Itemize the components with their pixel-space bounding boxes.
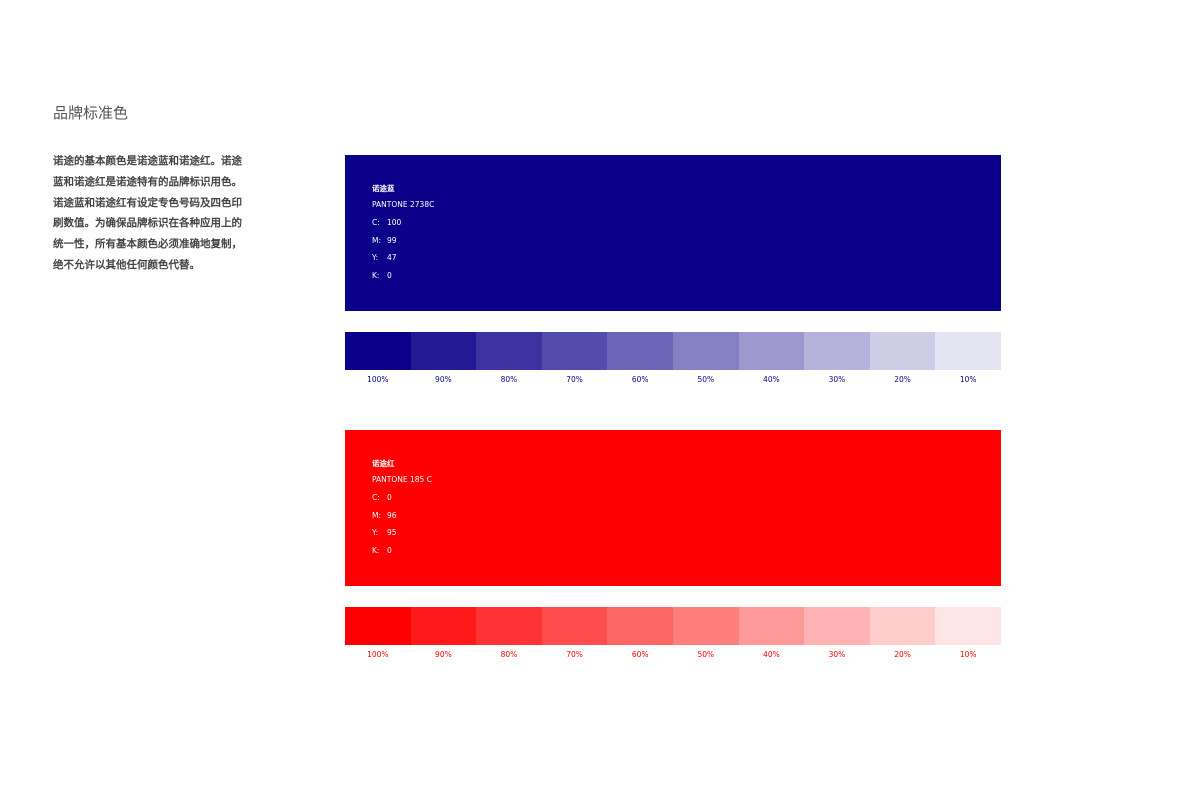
cmyk-value: 96	[387, 510, 397, 520]
tint-swatch	[607, 607, 673, 645]
tint-swatch	[738, 607, 805, 645]
cmyk-label: K:	[372, 271, 380, 281]
cmyk-label: C:	[372, 493, 380, 502]
tint-swatch	[541, 332, 608, 370]
cmyk-label: M:	[372, 235, 381, 245]
intro-line: 诺途蓝和诺途红有设定专色号码及四色印	[53, 196, 242, 209]
tint-label: 80%	[500, 375, 518, 384]
tint-swatch	[804, 332, 870, 370]
tint-label: 90%	[435, 650, 452, 659]
pantone: PANTONE 2738C	[372, 200, 435, 209]
tint-label: 30%	[828, 650, 846, 659]
tint-swatch	[410, 332, 477, 370]
tint-label: 80%	[500, 650, 518, 659]
tint-swatch	[607, 332, 673, 370]
tint-label: 70%	[566, 375, 583, 384]
cmyk-label: K:	[372, 546, 380, 556]
tint-label: 90%	[435, 375, 452, 384]
tint-swatch	[673, 332, 739, 370]
intro-line: 统一性，所有基本颜色必须准确地复制，	[53, 238, 242, 251]
tint-label: 10%	[959, 375, 977, 384]
color-block	[345, 155, 1001, 311]
color-block	[345, 430, 1001, 586]
tint-swatch	[476, 332, 542, 370]
tint-label: 20%	[894, 375, 911, 384]
tint-label: 60%	[631, 650, 649, 659]
tint-label: 40%	[763, 650, 780, 659]
color-name: 诺途蓝	[372, 184, 395, 193]
cmyk-label: C:	[372, 218, 380, 227]
cmyk-value: 0	[387, 546, 392, 556]
tint-swatch	[935, 607, 1001, 645]
cmyk-label: Y:	[372, 253, 379, 263]
tint-label: 10%	[959, 650, 977, 659]
tint-label: 20%	[894, 650, 911, 659]
tint-swatch	[541, 607, 608, 645]
tint-label: 100%	[367, 650, 389, 659]
tint-label: 40%	[763, 375, 780, 384]
cmyk-value: 100	[387, 218, 402, 227]
cmyk-value: 0	[387, 493, 392, 502]
color-name: 诺途红	[372, 459, 395, 468]
tint-label: 60%	[631, 375, 649, 384]
cmyk-value: 47	[387, 253, 397, 263]
cmyk-value: 99	[387, 235, 397, 245]
tint-swatch	[869, 332, 936, 370]
pantone: PANTONE 185 C	[372, 475, 432, 484]
tint-swatch	[345, 332, 411, 370]
tint-swatch	[869, 607, 936, 645]
tint-swatch	[935, 332, 1001, 370]
cmyk-label: Y:	[372, 528, 379, 538]
intro-line: 诺途的基本颜色是诺途蓝和诺途红。诺途	[53, 155, 242, 167]
cmyk-value: 95	[387, 528, 397, 538]
tint-swatch	[345, 607, 411, 645]
tint-swatch	[410, 607, 477, 645]
intro-line: 蓝和诺途红是诺途特有的品牌标识用色。	[53, 175, 242, 188]
tint-swatch	[804, 607, 870, 645]
tint-swatch	[673, 607, 739, 645]
intro-line: 刷数值。为确保品牌标识在各种应用上的	[53, 217, 242, 230]
tint-swatch	[476, 607, 542, 645]
tint-label: 50%	[697, 375, 715, 384]
intro-line: 绝不允许以其他任何颜色代替。	[53, 259, 200, 271]
tint-label: 70%	[566, 650, 583, 659]
cmyk-value: 0	[387, 271, 392, 281]
tint-label: 50%	[697, 650, 715, 659]
cmyk-label: M:	[372, 510, 381, 520]
tint-swatch	[738, 332, 805, 370]
tint-label: 30%	[828, 375, 846, 384]
title: 品牌标准色	[53, 104, 129, 122]
tint-label: 100%	[367, 375, 389, 384]
